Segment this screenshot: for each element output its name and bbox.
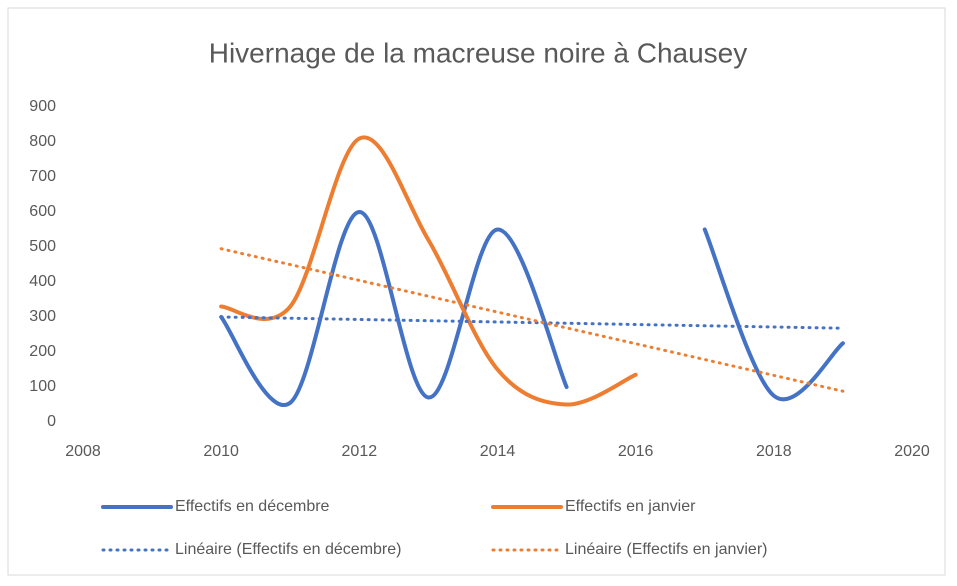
y-tick-label: 0 — [47, 413, 56, 430]
trend-line — [219, 247, 845, 393]
y-tick-label: 100 — [29, 378, 56, 395]
legend-label: Linéaire (Effectifs en décembre) — [175, 541, 401, 558]
trend-line — [219, 315, 845, 330]
data-line — [219, 135, 638, 407]
legend-label: Effectifs en décembre — [175, 498, 330, 515]
legend-label: Effectifs en janvier — [565, 498, 696, 515]
y-tick-label: 400 — [29, 273, 56, 290]
x-tick-label: 2018 — [756, 443, 792, 460]
x-tick-label: 2020 — [894, 443, 930, 460]
x-tick-label: 2014 — [480, 443, 516, 460]
x-tick-label: 2012 — [342, 443, 378, 460]
data-line — [219, 209, 845, 407]
chart-border — [7, 7, 946, 576]
y-tick-label: 600 — [29, 203, 56, 220]
chart-title: Hivernage de la macreuse noire à Chausey — [209, 37, 748, 68]
x-tick-label: 2008 — [65, 443, 101, 460]
y-tick-label: 500 — [29, 238, 56, 255]
x-tick-label: 2010 — [203, 443, 239, 460]
y-tick-label: 300 — [29, 308, 56, 325]
legend-label: Linéaire (Effectifs en janvier) — [565, 541, 767, 558]
x-tick-label: 2016 — [618, 443, 654, 460]
y-tick-label: 700 — [29, 168, 56, 185]
y-tick-label: 900 — [29, 98, 56, 115]
y-tick-label: 200 — [29, 343, 56, 360]
y-tick-label: 800 — [29, 133, 56, 150]
